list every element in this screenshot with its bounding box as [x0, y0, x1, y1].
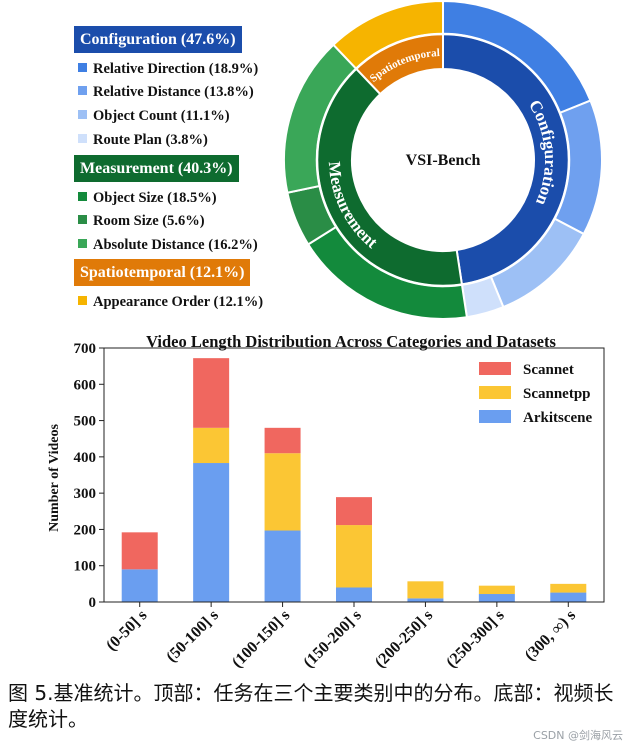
- x-tick-label: (300, ∞) s: [522, 607, 579, 664]
- legend-swatch-scannetpp: [479, 386, 511, 399]
- bar-arkitscene-2: [264, 530, 301, 602]
- legend-item-object-count: Object Count (11.1%): [78, 107, 230, 125]
- y-tick-label: 500: [74, 414, 97, 430]
- legend-header-measurement: Measurement (40.3%): [74, 155, 239, 182]
- plot-frame: [103, 347, 605, 603]
- bar-scannetpp-1: [193, 427, 230, 464]
- bar-arkitscene-5: [478, 594, 515, 602]
- y-tick-label: 0: [89, 595, 97, 611]
- chart-title: Video Length Distribution Across Categor…: [146, 332, 556, 351]
- x-tick-label: (200-250] s: [372, 607, 437, 672]
- figure-caption: 图 5.基准统计。顶部：任务在三个主要类别中的分布。底部：视频长度统计。: [8, 681, 614, 731]
- donut-center-label: VSI-Bench: [406, 152, 481, 169]
- y-tick-label: 200: [74, 522, 97, 538]
- bar-scannetpp-2: [264, 453, 301, 531]
- bar-scannet-3: [336, 497, 372, 526]
- bar-arkitscene-1: [193, 463, 230, 602]
- legend-header-configuration: Configuration (47.6%): [74, 26, 242, 53]
- bar-scannet-1: [193, 358, 230, 428]
- x-tick-label: (250-300] s: [443, 607, 508, 672]
- x-tick-label: (150-200] s: [300, 607, 365, 672]
- donut-chart: VSI-Bench Configuration Measurement Spat…: [283, 0, 603, 320]
- bar-scannetpp-5: [478, 585, 515, 595]
- y-tick-label: 300: [74, 486, 97, 502]
- bar-chart: Video Length Distribution Across Categor…: [47, 332, 605, 672]
- legend-label-scannetpp: Scannetpp: [523, 386, 591, 402]
- bar-arkitscene-4: [407, 598, 444, 602]
- legend-header-spatiotemporal: Spatiotemporal (12.1%): [74, 259, 251, 286]
- bar-arkitscene-3: [336, 587, 372, 602]
- bar-scannetpp-6: [550, 583, 587, 593]
- x-tick-label: (50-100] s: [163, 607, 222, 666]
- legend-swatch-scannet: [479, 362, 511, 375]
- legend-item-appearance-order: Appearance Order (12.1%): [78, 293, 263, 311]
- y-tick-label: 600: [74, 377, 97, 393]
- legend-item-room-size: Room Size (5.6%): [78, 212, 205, 230]
- x-tick-label: (0-50] s: [103, 607, 151, 655]
- legend-item-relative-distance: Relative Distance (13.8%): [78, 83, 254, 101]
- legend-item-route-plan: Route Plan (3.8%): [78, 131, 208, 149]
- watermark: CSDN @剑海风云: [533, 729, 623, 742]
- y-tick-label: 400: [74, 450, 97, 466]
- bar-scannet-0: [121, 532, 158, 570]
- legend-item-relative-direction: Relative Direction (18.9%): [78, 60, 258, 78]
- bar-scannet-2: [264, 427, 301, 454]
- bar-arkitscene-6: [550, 592, 587, 602]
- bar-arkitscene-0: [121, 569, 158, 602]
- y-tick-label: 700: [74, 341, 97, 357]
- y-tick-label: 100: [74, 559, 97, 575]
- legend-label-scannet: Scannet: [523, 362, 574, 378]
- legend-item-absolute-distance: Absolute Distance (16.2%): [78, 236, 258, 254]
- legend-item-object-size: Object Size (18.5%): [78, 189, 217, 207]
- y-axis-label: Number of Videos: [47, 424, 62, 532]
- legend-label-arkitscene: Arkitscene: [523, 410, 592, 426]
- bar-scannetpp-3: [336, 525, 372, 588]
- legend-swatch-arkitscene: [479, 410, 511, 423]
- bar-scannetpp-4: [407, 581, 444, 599]
- x-tick-label: (100-150] s: [229, 607, 294, 672]
